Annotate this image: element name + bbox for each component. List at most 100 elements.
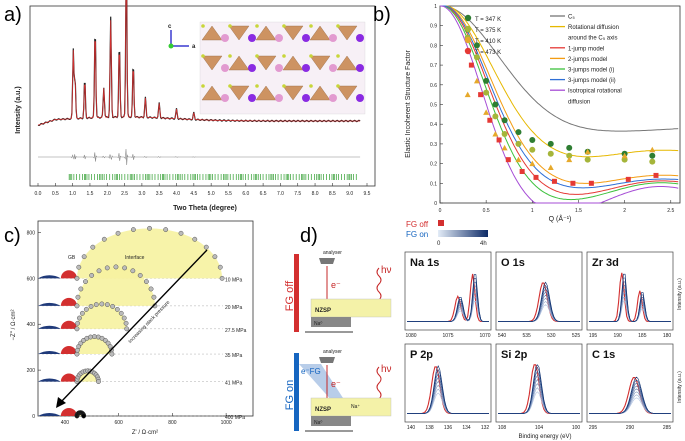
c-gb-arc [60, 270, 77, 279]
xps-tick-label: 136 [444, 425, 453, 431]
crystal-oxygen [255, 54, 259, 58]
crystal-atom [248, 64, 256, 72]
crystal-polyhedron [228, 25, 250, 41]
panel-a-xlabel: Two Theta (degree) [173, 205, 237, 212]
xps-tick-label: 138 [425, 425, 434, 431]
b-point [473, 77, 480, 84]
crystal-atom [329, 64, 337, 72]
xps-curve [407, 274, 489, 322]
crystal-atom [221, 34, 229, 42]
a-xtick-label: 2.0 [104, 191, 111, 197]
xps-frame [586, 251, 674, 331]
c-data-point [109, 351, 115, 357]
fg-off-schematic: FG off analyser e⁻ hν NZSP Na⁰ [284, 250, 392, 333]
c-data-point [115, 230, 121, 236]
c-data-point [81, 254, 87, 260]
xps-tick-label: 530 [547, 333, 556, 339]
panel-b-model-legend: C₅ Rotational diffusion around the C₅ axis… [550, 15, 622, 105]
b-point [519, 168, 525, 174]
c-data-point [217, 264, 223, 270]
crystal-oxygen [255, 24, 259, 28]
b-legend-marker [464, 47, 472, 55]
crystal-polyhedron [309, 25, 331, 41]
b-point [483, 89, 490, 96]
c-data-point [99, 301, 105, 307]
c-pressure-label: 41 MPa [225, 381, 242, 387]
b-legend-model-label: 3-jumps model (ii) [568, 78, 616, 84]
xps-tick-label: 100 [572, 425, 581, 431]
legend-fg-off: FG off [406, 220, 429, 229]
c-xtick-label: 800 [168, 420, 177, 426]
xps-element-label: P 2p [410, 349, 433, 361]
electron-fg-label: e⁻FG [301, 367, 321, 376]
na0-label-top: Na⁰ [314, 321, 322, 327]
b-point [496, 137, 502, 143]
a-xtick-label: 7.5 [294, 191, 301, 197]
crystal-polyhedron [282, 55, 304, 71]
b-point [529, 160, 536, 167]
c-ytick-label: 400 [27, 322, 36, 328]
c-bulk-arc [38, 350, 61, 355]
crystal-atom [221, 64, 229, 72]
a-xtick-label: 1.5 [86, 191, 93, 197]
b-xtick-label: 0 [439, 208, 442, 214]
nzsp-label-bottom: NZSP [315, 407, 331, 413]
panel-c-nyquist-spectra: 10 MPa 20 MPa 27.5 MPa 35 MPa 41 MPa 400 MPa [38, 225, 247, 421]
c-bulk-arc [38, 412, 61, 416]
b-model-curve [440, 5, 679, 201]
b-point [566, 152, 573, 159]
c-gb-arc [60, 407, 77, 416]
b-model-curve [440, 5, 679, 132]
xps-tick-label: 190 [613, 333, 622, 339]
xps-box-1: Na 1s 1080 1075 1070 [404, 251, 492, 339]
b-xtick-label: 0.5 [483, 208, 490, 214]
b-point [468, 62, 474, 68]
crystal-oxygen [201, 84, 205, 88]
crystal-oxygen [336, 54, 340, 58]
c-ytick-label: 800 [27, 230, 36, 236]
b-point [649, 152, 656, 159]
crystal-atom [221, 94, 229, 102]
a-xtick-label: 8.5 [329, 191, 336, 197]
b-legend-model-label: Rotational diffusion [568, 25, 619, 31]
b-point [533, 174, 539, 180]
b-point [584, 156, 591, 163]
c-data-point [121, 315, 127, 321]
xps-tick-label: 140 [407, 425, 416, 431]
xps-tick-label: 535 [522, 333, 531, 339]
c-xtick-label: 400 [61, 420, 70, 426]
c-data-point [151, 294, 157, 300]
crystal-oxygen [228, 84, 232, 88]
a-xtick-label: 3.0 [138, 191, 145, 197]
a-xtick-label: 2.5 [121, 191, 128, 197]
fg-on-schematic: FG on analyser e⁻FG e⁻ hν NZSP Na⁺ Na⁰ [284, 349, 392, 432]
c-data-point [203, 244, 209, 250]
c-data-point [122, 265, 128, 271]
b-ytick-label: 0.7 [430, 63, 437, 69]
analyser-label-bottom: analyser [323, 349, 342, 355]
b-point [501, 144, 508, 151]
crystal-oxygen [201, 24, 205, 28]
c-bulk-arc [38, 378, 61, 382]
crystal-atom [302, 64, 310, 72]
a-xtick-label: 0.5 [52, 191, 59, 197]
crystal-polyhedron [201, 85, 223, 101]
b-xtick-label: 1 [531, 208, 534, 214]
c-pressure-label: 20 MPa [225, 305, 242, 311]
c-data-point [148, 286, 154, 292]
c-gb-arc [60, 297, 77, 306]
b-model-curve [440, 5, 679, 195]
crystal-oxygen [228, 54, 232, 58]
b-point [505, 157, 511, 163]
panel-a-frame [29, 5, 376, 187]
b-legend-marker [464, 25, 472, 33]
c-interface-arc [76, 228, 223, 279]
fg-off-side-label: FG off [284, 280, 296, 311]
c-data-point [75, 320, 80, 326]
c-data-point [113, 264, 119, 270]
crystal-oxygen [309, 24, 313, 28]
c-data-point [163, 227, 169, 233]
crystal-polyhedron [282, 25, 304, 41]
crystal-polyhedron [282, 85, 304, 101]
crystal-atom [275, 34, 283, 42]
